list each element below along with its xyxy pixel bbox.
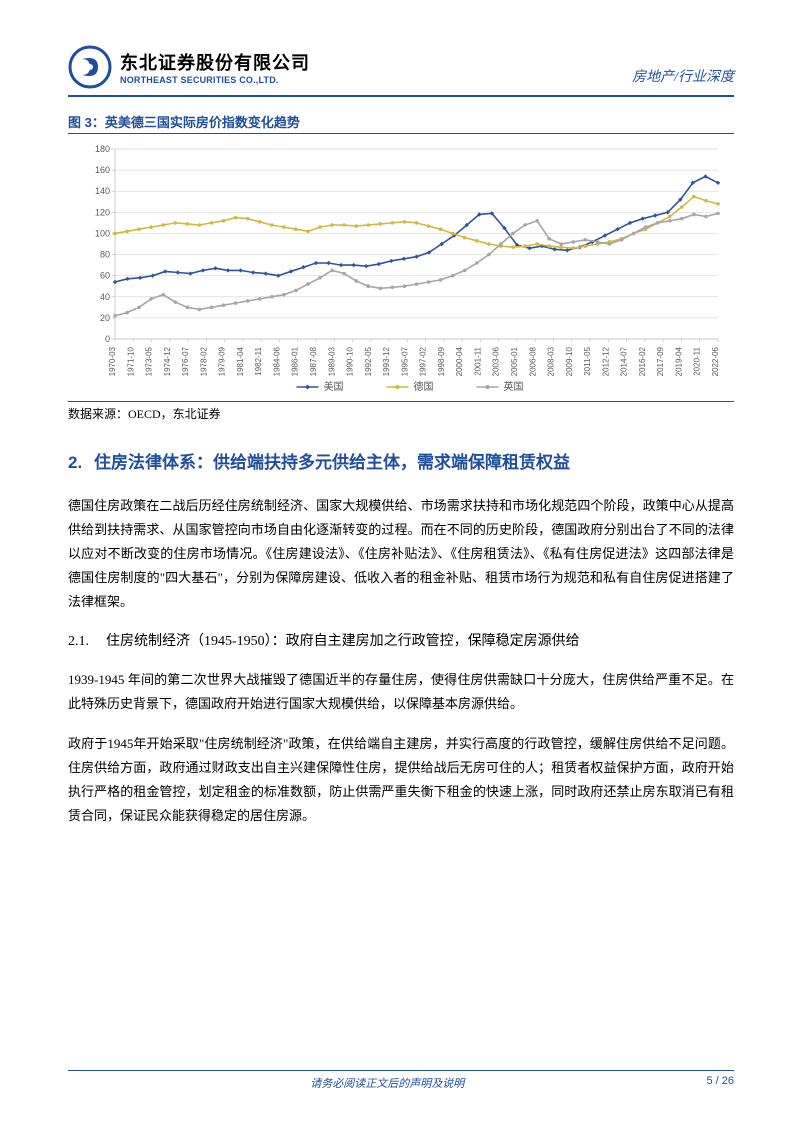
svg-text:2008-03: 2008-03 [547,346,556,376]
svg-text:1982-11: 1982-11 [254,346,263,375]
page-footer: 请务必阅读正文后的声明及说明 5 / 26 [68,1070,734,1091]
svg-text:德国: 德国 [414,380,434,393]
svg-text:2016-02: 2016-02 [638,346,647,376]
section-title: 住房法律体系：供给端扶持多元供给主体，需求端保障租赁权益 [94,450,570,476]
svg-text:2012-12: 2012-12 [601,346,610,376]
svg-text:2001-11: 2001-11 [473,346,482,375]
figure-title: 图 3：英美德三国实际房价指数变化趋势 [68,112,734,134]
page-number: 5 / 26 [706,1075,734,1091]
svg-text:1989-03: 1989-03 [327,346,336,376]
svg-text:1998-09: 1998-09 [437,346,446,376]
subsection-title: 住房统制经济（1945-1950）：政府自主建房加之行政管控，保障稳定房源供给 [106,630,580,654]
svg-text:2017-09: 2017-09 [656,346,665,376]
svg-text:1976-07: 1976-07 [181,346,190,376]
footer-disclaimer: 请务必阅读正文后的声明及说明 [68,1075,706,1091]
svg-text:1984-06: 1984-06 [272,346,281,376]
svg-text:20: 20 [100,313,110,323]
svg-text:美国: 美国 [324,380,344,393]
svg-text:1990-10: 1990-10 [346,346,355,376]
svg-text:2003-06: 2003-06 [492,346,501,376]
data-source: 数据来源：OECD，东北证券 [68,401,734,422]
svg-text:140: 140 [95,186,110,196]
page-header: 东北证券股份有限公司 NORTHEAST SECURITIES CO.,LTD.… [68,45,734,97]
svg-text:英国: 英国 [504,380,524,393]
svg-text:1970-03: 1970-03 [108,346,117,376]
section-number: 2. [68,450,94,476]
logo-text: 东北证券股份有限公司 NORTHEAST SECURITIES CO.,LTD. [120,49,310,85]
svg-text:2022-06: 2022-06 [711,346,720,376]
svg-text:160: 160 [95,165,110,175]
svg-text:1987-08: 1987-08 [309,346,318,376]
body-paragraph: 德国住房政策在二战后历经住房统制经济、国家大规模供给、市场需求扶持和市场化规范四… [68,494,734,614]
svg-text:1974-12: 1974-12 [163,346,172,376]
svg-text:120: 120 [95,207,110,217]
section-heading: 2. 住房法律体系：供给端扶持多元供给主体，需求端保障租赁权益 [68,450,734,476]
body-paragraph: 1939-1945 年间的第二次世界大战摧毁了德国近半的存量住房，使得住房供需缺… [68,668,734,716]
logo-block: 东北证券股份有限公司 NORTHEAST SECURITIES CO.,LTD. [68,45,310,89]
svg-text:1986-01: 1986-01 [291,346,300,376]
svg-text:2005-01: 2005-01 [510,346,519,376]
svg-text:40: 40 [100,292,110,302]
svg-text:2011-05: 2011-05 [583,346,592,375]
line-chart: 0 20 40 60 80 100 120 140 160 180 1970-03 1971-10 19… [73,139,733,399]
svg-text:1995-07: 1995-07 [400,346,409,376]
svg-text:1981-04: 1981-04 [236,346,245,376]
header-category: 房地产/行业深度 [632,66,734,89]
svg-text:1978-02: 1978-02 [199,346,208,376]
svg-text:1997-02: 1997-02 [419,346,428,376]
svg-text:80: 80 [100,250,110,260]
svg-text:2020-11: 2020-11 [693,346,702,375]
svg-text:2019-04: 2019-04 [674,346,683,376]
company-logo-icon [68,45,112,89]
svg-text:0: 0 [105,334,110,344]
svg-text:1993-12: 1993-12 [382,346,391,376]
logo-cn: 东北证券股份有限公司 [120,49,310,75]
subsection-heading: 2.1. 住房统制经济（1945-1950）：政府自主建房加之行政管控，保障稳定… [68,630,734,654]
svg-text:2014-07: 2014-07 [620,346,629,376]
svg-text:1979-09: 1979-09 [218,346,227,376]
svg-text:60: 60 [100,271,110,281]
svg-text:1992-05: 1992-05 [364,346,373,376]
body-paragraph: 政府于1945年开始采取"住房统制经济"政策，在供给端自主建房，并实行高度的行政… [68,732,734,828]
logo-en: NORTHEAST SECURITIES CO.,LTD. [120,75,310,85]
svg-text:180: 180 [95,144,110,154]
svg-text:1973-05: 1973-05 [145,346,154,376]
subsection-number: 2.1. [68,630,106,654]
svg-text:1971-10: 1971-10 [126,346,135,376]
svg-text:2009-10: 2009-10 [565,346,574,376]
svg-text:100: 100 [95,228,110,238]
svg-text:2006-08: 2006-08 [528,346,537,376]
svg-text:2000-04: 2000-04 [455,346,464,376]
